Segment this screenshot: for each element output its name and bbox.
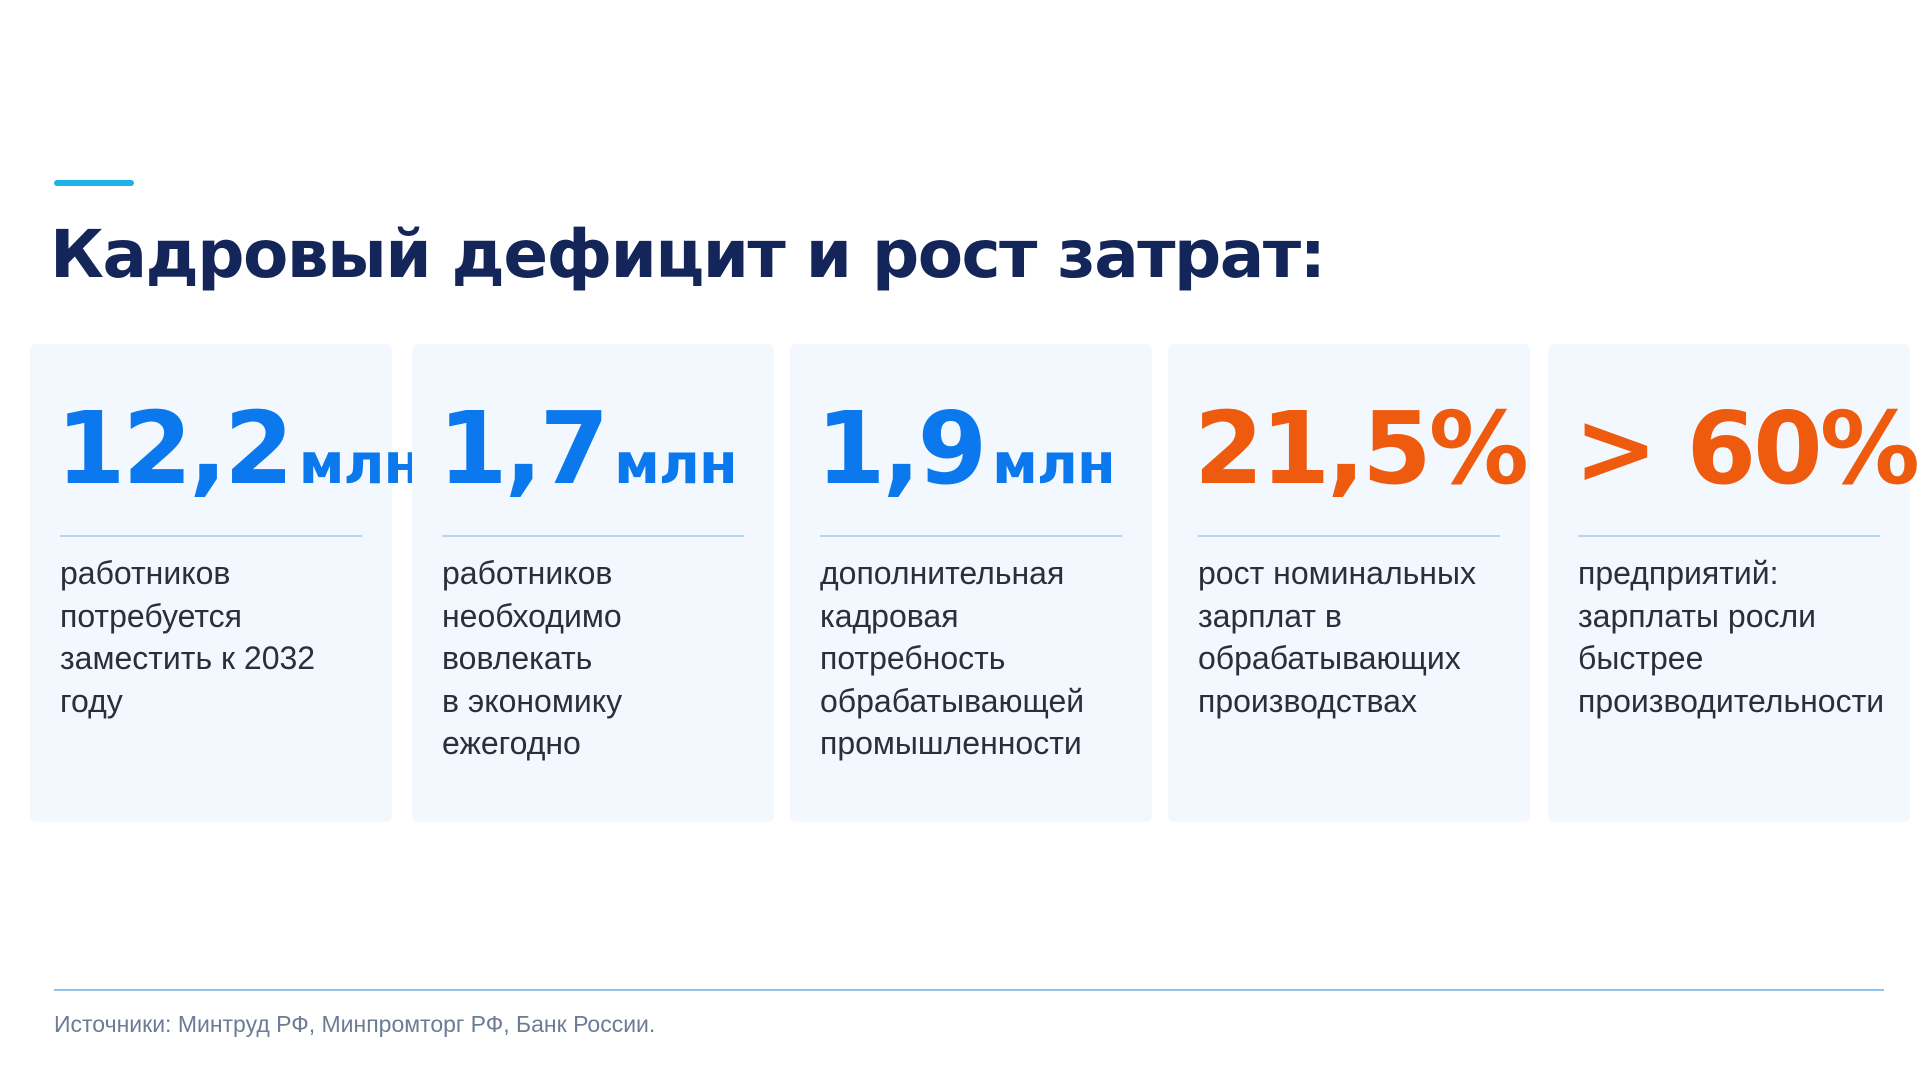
stat-card-enterprises-share: > 60% предприятий: зарплаты росли быстре… [1548,344,1920,822]
stat-description: работников потребуется заместить к 2032 … [60,555,316,719]
stat-value: 21,5% [1194,390,1529,508]
stat-number: 1,7 [438,390,609,507]
stat-value: 12,2 млн [56,390,422,508]
stat-unit: млн [992,432,1115,497]
title-accent-bar [54,180,134,186]
sources-note: Источники: Минтруд РФ, Минпромторг РФ, Б… [54,1011,656,1037]
stat-unit: млн [614,432,737,497]
stat-value: 1,7 млн [438,390,768,508]
footer-divider [54,989,1884,991]
stat-description: дополнительная кадровая потребность обра… [820,555,1085,761]
stat-description: рост номинальных зарплат в обрабатывающи… [1198,555,1476,719]
stat-number: 1,9 [816,390,987,507]
slide-title: Кадровый дефицит и рост затрат: [50,216,1326,293]
stat-number: > 60% [1574,390,1920,507]
card-divider [60,535,362,537]
stat-value: 1,9 млн [816,390,1146,508]
stat-number: 12,2 [56,390,294,507]
stat-card-industry-demand: 1,9 млн дополнительная кадровая потребнос… [790,344,1152,822]
card-divider [1198,535,1500,537]
stat-card-workers-replace: 12,2 млн работников потребуется заместить… [30,344,422,822]
stat-card-workers-attract: 1,7 млн работников необходимо вовлекать в… [412,344,774,822]
stat-number: 21,5% [1194,390,1529,507]
card-divider [820,535,1122,537]
stat-value: > 60% [1574,390,1920,508]
stat-description: предприятий: зарплаты росли быстрее прои… [1578,555,1885,719]
stat-unit: млн [298,432,422,497]
stat-card-wage-growth: 21,5% рост номинальных зарплат в обрабат… [1168,344,1530,822]
stat-description: работников необходимо вовлекать в эконом… [442,555,623,761]
card-divider [1578,535,1880,537]
card-divider [442,535,744,537]
